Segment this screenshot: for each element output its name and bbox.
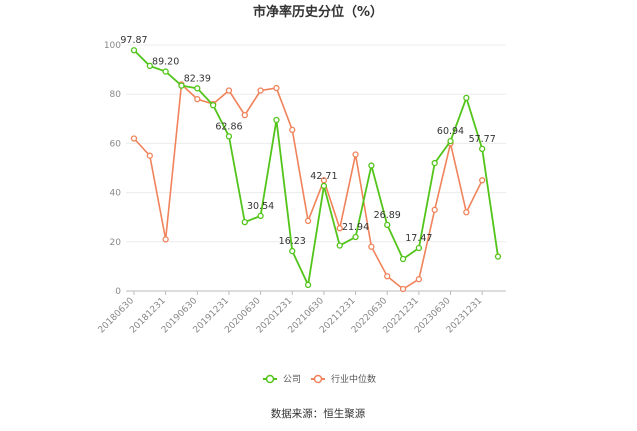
data-point[interactable] <box>384 273 391 280</box>
chart-title: 市净率历史分位（%） <box>253 4 383 20</box>
data-point[interactable] <box>178 82 185 89</box>
data-point[interactable] <box>130 135 138 142</box>
data-point[interactable] <box>352 233 359 241</box>
data-point[interactable] <box>463 209 470 216</box>
data-point[interactable] <box>304 217 312 225</box>
legend-item-company[interactable]: 公司 <box>263 374 301 385</box>
series-company: 97.87 89.20 82.39 62.86 30.54 16.23 42.71 21.94… <box>120 35 502 289</box>
legend-label-company: 公司 <box>283 374 301 385</box>
data-point[interactable] <box>289 247 296 255</box>
data-point[interactable] <box>368 162 375 169</box>
data-point[interactable] <box>273 116 280 124</box>
y-tick-label: 100 <box>104 41 121 51</box>
data-point[interactable] <box>399 285 407 293</box>
data-point[interactable] <box>384 221 391 229</box>
data-label: 57.77 <box>469 134 496 145</box>
data-point[interactable] <box>225 87 233 94</box>
data-label: 97.87 <box>120 35 147 46</box>
legend-item-industry-median[interactable]: 行业中位数 <box>311 373 376 385</box>
data-point[interactable] <box>352 151 359 158</box>
legend-marker-company <box>265 374 275 384</box>
data-point[interactable] <box>241 218 248 226</box>
data-point[interactable] <box>194 85 201 92</box>
data-point[interactable] <box>273 84 280 92</box>
data-point[interactable] <box>146 62 153 70</box>
y-tick-label: 60 <box>110 139 122 149</box>
legend-marker-industry-median <box>313 374 323 384</box>
data-label: 82.39 <box>184 73 211 84</box>
data-label: 30.54 <box>247 201 274 212</box>
data-label: 16.23 <box>279 236 306 247</box>
data-point[interactable] <box>447 137 454 145</box>
y-tick-label: 0 <box>115 287 121 297</box>
data-point[interactable] <box>130 47 138 54</box>
grid <box>126 44 506 292</box>
data-point[interactable] <box>320 182 328 190</box>
data-label: 42.71 <box>310 171 337 182</box>
x-axis: 2018063020181231201906302019123120200630… <box>97 291 484 336</box>
data-label: 21.94 <box>342 222 369 233</box>
y-tick-label: 20 <box>110 238 122 248</box>
legend-label-industry-median: 行业中位数 <box>331 373 376 385</box>
data-point[interactable] <box>431 159 438 167</box>
data-point[interactable] <box>209 102 217 109</box>
data-point[interactable] <box>479 177 486 184</box>
data-point[interactable] <box>257 87 264 94</box>
data-point[interactable] <box>463 94 470 102</box>
data-point[interactable] <box>241 111 248 119</box>
data-point[interactable] <box>415 276 423 283</box>
data-point[interactable] <box>304 281 312 289</box>
data-point[interactable] <box>399 255 407 263</box>
data-label: 89.20 <box>152 57 179 68</box>
data-point[interactable] <box>257 212 264 220</box>
data-label: 17.47 <box>405 233 432 244</box>
data-point[interactable] <box>368 243 375 250</box>
series-industry-median <box>130 81 486 293</box>
data-point[interactable] <box>431 206 438 213</box>
data-point[interactable] <box>162 68 169 75</box>
data-label: 26.89 <box>374 210 401 221</box>
data-point[interactable] <box>194 95 201 103</box>
data-point[interactable] <box>336 242 343 249</box>
data-point[interactable] <box>225 133 233 140</box>
data-point[interactable] <box>146 152 153 159</box>
y-axis: 0 20 40 60 80 100 <box>104 41 121 297</box>
data-label: 60.94 <box>437 126 464 137</box>
legend[interactable]: 公司 行业中位数 <box>263 373 376 385</box>
data-label: 62.86 <box>215 121 242 132</box>
series-layer: 97.87 89.20 82.39 62.86 30.54 16.23 42.71 21.94… <box>120 35 502 293</box>
data-source: 数据来源：恒生聚源 <box>271 407 366 420</box>
data-point[interactable] <box>289 126 296 134</box>
y-tick-label: 80 <box>110 90 122 100</box>
data-point[interactable] <box>494 253 502 260</box>
data-point[interactable] <box>162 236 169 243</box>
data-point[interactable] <box>479 145 486 153</box>
data-point[interactable] <box>336 225 343 232</box>
data-point[interactable] <box>415 244 423 252</box>
series-line <box>133 49 499 288</box>
y-tick-label: 40 <box>110 189 122 199</box>
